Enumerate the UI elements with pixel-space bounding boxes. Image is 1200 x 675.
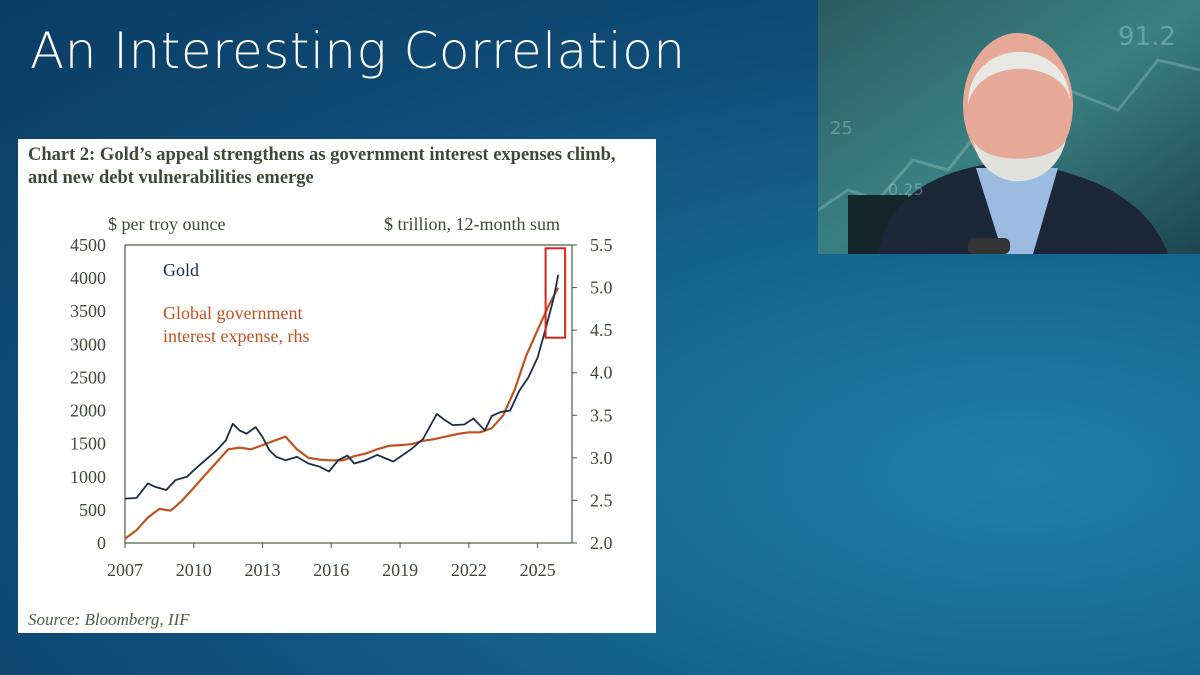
presenter-hair xyxy=(968,51,1070,105)
wall-ticker-3: 0.25 xyxy=(888,180,924,199)
right-tick-label: 5.5 xyxy=(590,235,613,255)
right-tick-label: 4.5 xyxy=(590,320,613,340)
left-tick-label: 1500 xyxy=(70,434,106,454)
gold-series-line xyxy=(124,274,560,500)
right-tick-label: 3.5 xyxy=(590,405,613,425)
highlight-box xyxy=(544,247,567,339)
left-tick-label: 2000 xyxy=(70,401,106,421)
x-tick-label: 2025 xyxy=(520,560,556,580)
left-tick-label: 2500 xyxy=(70,367,106,387)
left-axis-ticks: 0 500 1000 1500 2000 2500 3000 3500 4000 4500 xyxy=(70,235,106,553)
left-tick-label: 0 xyxy=(97,533,106,553)
legend-interest-line-1: Global government xyxy=(163,303,302,323)
chart-card: Chart 2: Gold’s appeal strengthens as go… xyxy=(18,139,656,633)
legend-interest-expense: Global government interest expense, rhs xyxy=(163,303,309,346)
x-tick-label: 2013 xyxy=(245,560,281,580)
x-tick-label: 2019 xyxy=(382,560,418,580)
right-tick-label: 4.0 xyxy=(590,363,613,383)
x-axis-ticks: 2007 2010 2013 2016 2019 2022 2025 xyxy=(107,543,556,580)
left-tick-label: 1000 xyxy=(70,467,106,487)
left-axis-label: $ per troy ounce xyxy=(108,214,225,234)
slide-title: An Interesting Correlation xyxy=(30,22,686,80)
presenter-webcam: 91.2 25 0.25 xyxy=(818,0,1200,254)
microphone xyxy=(968,238,1010,254)
wall-ticker-2: 25 xyxy=(830,118,853,139)
right-tick-label: 3.0 xyxy=(590,448,613,468)
right-tick-label: 2.5 xyxy=(590,490,613,510)
x-tick-label: 2007 xyxy=(107,560,143,580)
left-tick-label: 500 xyxy=(79,500,106,520)
chart-source: Source: Bloomberg, IIF xyxy=(28,610,190,629)
presenter-beard xyxy=(973,140,1066,182)
wall-ticker-1: 91.2 xyxy=(1118,22,1176,52)
plot-frame xyxy=(124,244,573,544)
left-tick-label: 4500 xyxy=(70,235,106,255)
presenter-shirt xyxy=(976,168,1058,254)
x-tick-label: 2016 xyxy=(313,560,349,580)
chart-svg: $ per troy ounce $ trillion, 12-month su… xyxy=(70,214,613,580)
legend-interest-line-2: interest expense, rhs xyxy=(163,326,309,346)
legend-gold: Gold xyxy=(163,260,199,280)
right-axis-label: $ trillion, 12-month sum xyxy=(384,214,560,234)
right-axis-ticks: 2.0 2.5 3.0 3.5 4.0 4.5 5.0 5.5 xyxy=(572,235,613,553)
right-tick-label: 5.0 xyxy=(590,278,613,298)
left-tick-label: 3500 xyxy=(70,301,106,321)
webcam-scene xyxy=(818,0,1200,254)
x-tick-label: 2010 xyxy=(176,560,212,580)
series-layer xyxy=(124,274,560,540)
right-tick-label: 2.0 xyxy=(590,533,613,553)
left-tick-label: 3000 xyxy=(70,334,106,354)
left-tick-label: 4000 xyxy=(70,268,106,288)
chart-title: Chart 2: Gold’s appeal strengthens as go… xyxy=(28,145,616,188)
interest-expense-series-line xyxy=(124,287,560,540)
x-tick-label: 2022 xyxy=(451,560,487,580)
